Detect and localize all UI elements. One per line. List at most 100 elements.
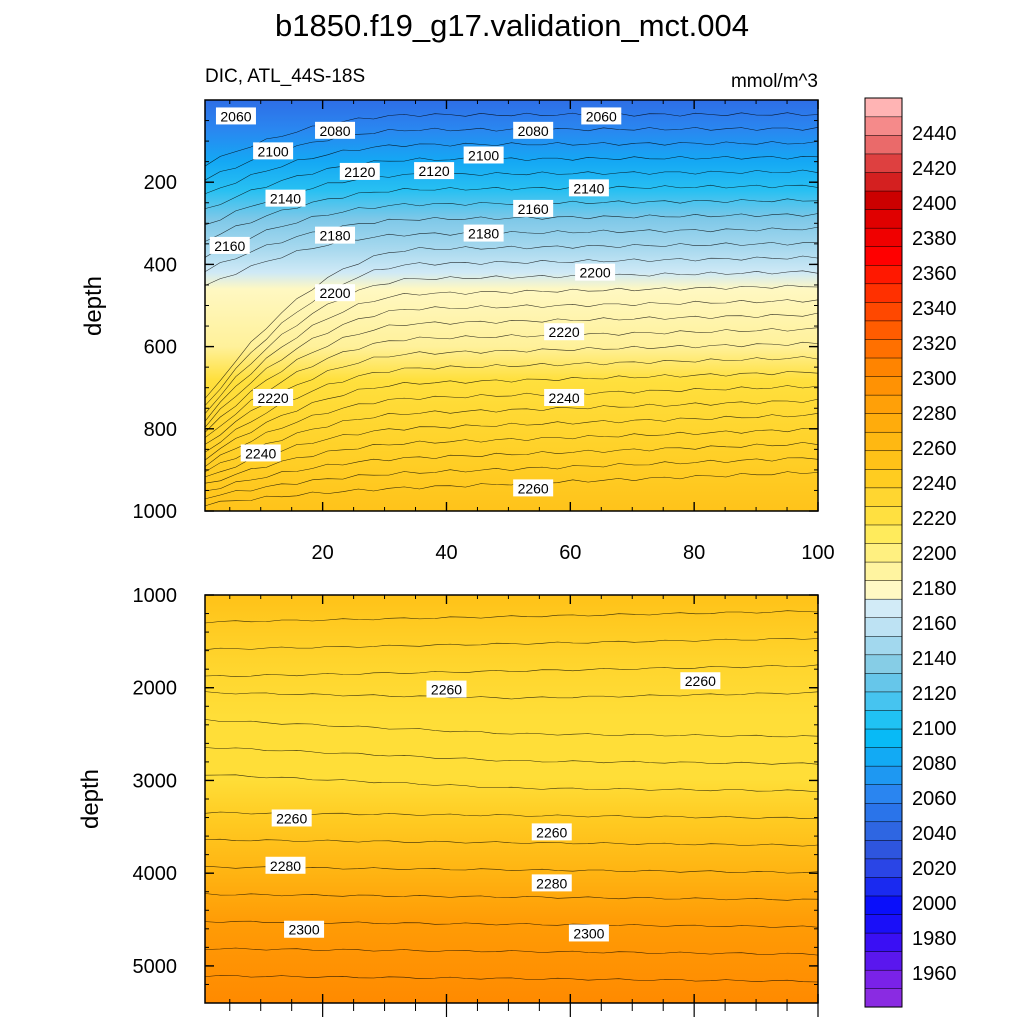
colorbar-box bbox=[864, 505, 903, 526]
colorbar-box bbox=[864, 895, 903, 915]
upper-y-axis-label: depth bbox=[80, 276, 107, 336]
lower-panel: 2260 2260 2260 2260 2280 2280 2300 2300 1000 200… bbox=[77, 585, 819, 1017]
contour-line bbox=[205, 327, 818, 438]
contour-label-text: 2300 bbox=[288, 922, 319, 938]
colorbar-tick-label: 2200 bbox=[912, 543, 957, 565]
contour-label: 2220 bbox=[253, 388, 294, 406]
contour-label: 2120 bbox=[339, 162, 380, 180]
contour-label-background bbox=[544, 388, 585, 406]
contour-label-text: 2200 bbox=[319, 285, 350, 301]
colorbar-tick-label: 2220 bbox=[912, 508, 957, 530]
colorbar-tick-label: 2060 bbox=[912, 788, 957, 810]
colorbar-box bbox=[864, 468, 903, 489]
colorbar-box bbox=[864, 802, 903, 823]
contour-label-text: 2180 bbox=[468, 226, 499, 242]
contour-label-text: 2220 bbox=[258, 390, 289, 406]
y-tick-label: 3000 bbox=[133, 770, 178, 792]
colorbar-box bbox=[864, 654, 903, 674]
colorbar-box bbox=[864, 209, 903, 229]
colorbar-box bbox=[864, 264, 903, 285]
contour-label: 2060 bbox=[581, 107, 622, 125]
colorbar-box bbox=[864, 635, 903, 656]
contour-label-background bbox=[265, 189, 306, 207]
colorbar-box bbox=[864, 134, 903, 155]
colorbar-box bbox=[864, 617, 903, 637]
contour-label-text: 2100 bbox=[258, 143, 289, 159]
colorbar-tick-label: 2180 bbox=[912, 578, 957, 600]
contour-label: 2080 bbox=[315, 121, 356, 139]
colorbar-box bbox=[864, 450, 903, 470]
contour-label-background bbox=[463, 146, 504, 164]
lower-panel-fill bbox=[205, 595, 818, 1003]
colorbar-box bbox=[864, 561, 903, 581]
contour-line bbox=[205, 893, 818, 901]
contour-label: 2120 bbox=[414, 162, 455, 180]
contour-line bbox=[205, 299, 818, 428]
x-tick-label: 20 bbox=[312, 542, 334, 564]
contour-line bbox=[205, 385, 818, 467]
colorbar-box bbox=[864, 283, 903, 303]
colorbar-box bbox=[864, 542, 903, 563]
contour-line bbox=[205, 184, 818, 242]
contour-label-background bbox=[339, 162, 380, 180]
contour-label-background bbox=[215, 107, 256, 125]
colorbar-box bbox=[864, 338, 903, 359]
contour-label: 2160 bbox=[513, 199, 554, 217]
lower-y-axis-label: depth bbox=[77, 769, 104, 829]
contour-label-text: 2080 bbox=[518, 123, 549, 139]
contour-line bbox=[205, 242, 818, 399]
contour-label-text: 2160 bbox=[214, 238, 245, 254]
contour-line bbox=[205, 774, 818, 793]
contour-label-text: 2240 bbox=[549, 390, 580, 406]
colorbar-tick-label: 2280 bbox=[912, 403, 957, 425]
contour-label: 2180 bbox=[315, 226, 356, 244]
colorbar-box bbox=[864, 765, 903, 785]
y-tick-label: 600 bbox=[144, 337, 177, 359]
contour-label-background bbox=[426, 680, 467, 698]
lower-contour-labels: 2260 2260 2260 2260 2280 2280 2300 2300 bbox=[265, 672, 721, 942]
contour-label-text: 2140 bbox=[270, 191, 301, 207]
colorbar-tick-label: 2400 bbox=[912, 193, 957, 215]
y-tick-label: 2000 bbox=[133, 678, 178, 700]
contour-label-background bbox=[513, 479, 554, 497]
contour-label: 2200 bbox=[315, 284, 356, 302]
colorbar-box bbox=[864, 97, 903, 118]
colorbar-tick-label: 2360 bbox=[912, 263, 957, 285]
colorbar-box bbox=[864, 672, 903, 693]
contour-label-text: 2200 bbox=[580, 265, 611, 281]
contour-label-background bbox=[581, 107, 622, 125]
contour-line bbox=[205, 356, 818, 453]
contour-label-text: 2280 bbox=[536, 875, 567, 891]
contour-label: 2300 bbox=[284, 920, 325, 938]
colorbar-box bbox=[864, 839, 903, 860]
contour-label-background bbox=[544, 323, 585, 341]
contour-label: 2100 bbox=[253, 142, 294, 160]
contour-line bbox=[205, 226, 818, 286]
contour-label-text: 2280 bbox=[270, 858, 301, 874]
colorbar-box bbox=[864, 116, 903, 136]
colorbar-box bbox=[864, 190, 903, 210]
contour-label-text: 2180 bbox=[319, 228, 350, 244]
y-tick-label: 800 bbox=[144, 419, 177, 441]
contour-label-background bbox=[568, 924, 609, 942]
colorbar-tick-label: 2340 bbox=[912, 298, 957, 320]
colorbar-tick-label: 2240 bbox=[912, 473, 957, 495]
contour-line bbox=[205, 457, 818, 500]
upper-panel-fill bbox=[205, 100, 818, 511]
colorbar-box bbox=[864, 913, 903, 934]
colorbar-box bbox=[864, 821, 903, 841]
contour-line bbox=[205, 947, 818, 956]
upper-contour-lines bbox=[205, 112, 818, 507]
contour-line bbox=[205, 838, 818, 847]
colorbar-box bbox=[864, 227, 903, 247]
contour-line bbox=[205, 691, 818, 700]
contour-line bbox=[205, 471, 818, 507]
colorbar-tick-label: 2440 bbox=[912, 123, 957, 145]
contour-line bbox=[205, 341, 818, 445]
x-tick-label: 60 bbox=[559, 542, 581, 564]
contour-label-background bbox=[253, 142, 294, 160]
colorbar-tick-label: 2080 bbox=[912, 753, 957, 775]
colorbar-box bbox=[864, 969, 903, 989]
contour-label-background bbox=[414, 162, 455, 180]
